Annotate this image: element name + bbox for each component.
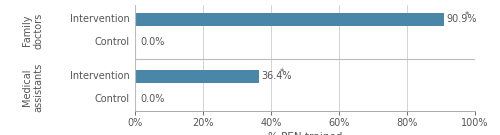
Text: 0.0%: 0.0% (140, 94, 164, 104)
Text: *: * (464, 11, 469, 20)
Text: 90.9%: 90.9% (447, 14, 478, 24)
Text: *: * (280, 68, 283, 77)
Text: 36.4%: 36.4% (262, 71, 292, 81)
Text: Family
doctors: Family doctors (22, 12, 44, 49)
X-axis label: % PEN trained: % PEN trained (268, 132, 342, 135)
Text: Intervention: Intervention (70, 14, 130, 24)
Bar (135, 70, 259, 83)
Bar (135, 13, 444, 26)
Text: Medical
assistants: Medical assistants (22, 63, 44, 112)
Text: Control: Control (95, 37, 130, 47)
Text: Control: Control (95, 94, 130, 104)
Text: Intervention: Intervention (70, 71, 130, 81)
Text: 0.0%: 0.0% (140, 37, 164, 47)
